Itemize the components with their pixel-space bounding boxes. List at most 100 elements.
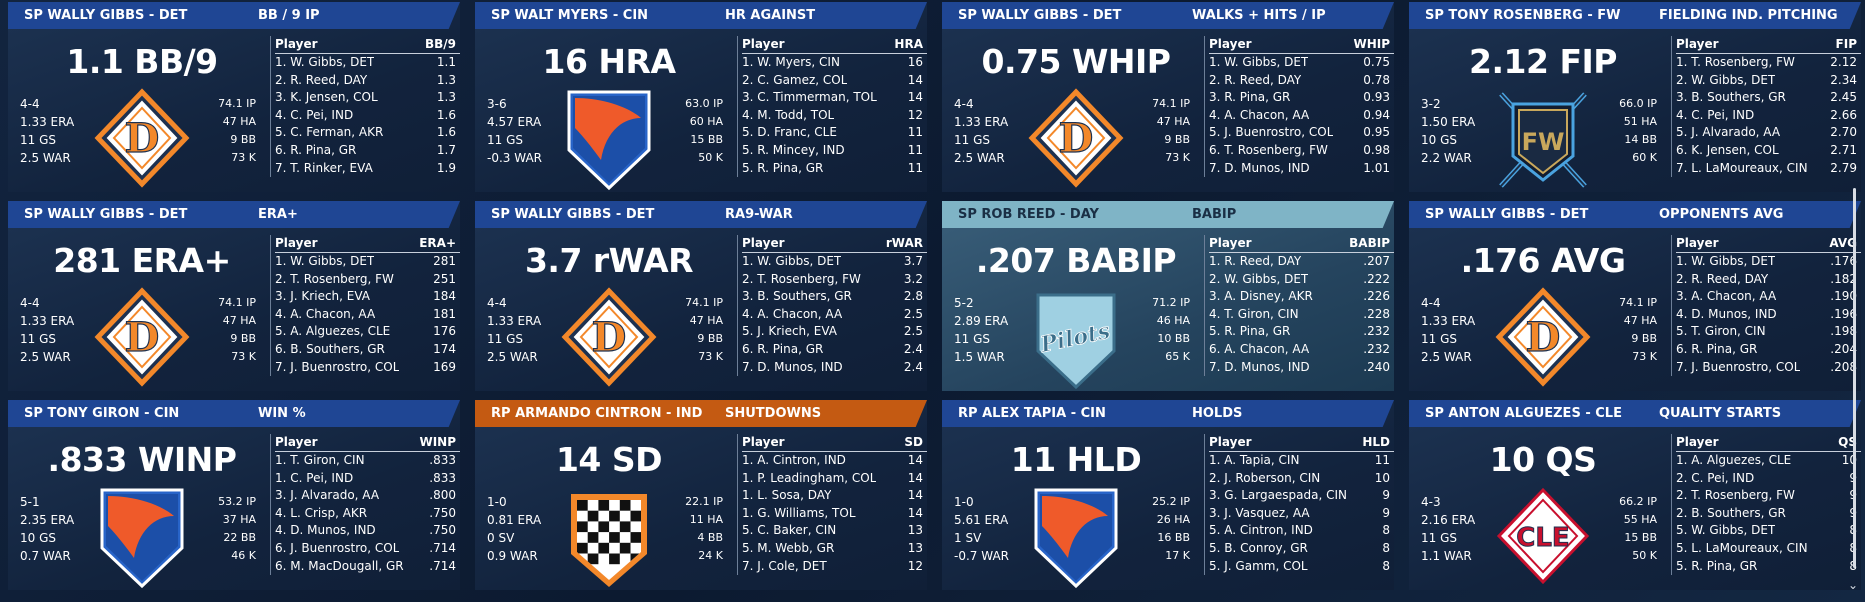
leader-name[interactable]: 1. W. Gibbs, DET <box>275 55 375 69</box>
leaderboard-row[interactable]: 5. R. Pina, GR 11 <box>742 160 927 178</box>
leaderboard-row[interactable]: 7. J. Buenrostro, COL .208 <box>1676 359 1861 377</box>
leader-player-label[interactable]: RP ARMANDO CINTRON - IND <box>491 406 703 421</box>
leader-name[interactable]: 1. T. Giron, CIN <box>275 453 365 467</box>
leader-name[interactable]: 6. R. Pina, GR <box>275 142 357 157</box>
leaderboard-row[interactable]: 5. B. Conroy, GR 8 <box>1209 540 1394 558</box>
leaderboard-row[interactable]: 5. J. Buenrostro, COL 0.95 <box>1209 124 1394 142</box>
leader-player-label[interactable]: SP WALT MYERS - CIN <box>491 8 649 23</box>
leaderboard-row[interactable]: 1. A. Cintron, IND 14 <box>742 452 927 470</box>
leaderboard-row[interactable]: 1. G. Williams, TOL 14 <box>742 505 927 523</box>
leader-name[interactable]: 2. B. Southers, GR <box>1676 505 1786 520</box>
leader-card[interactable]: SP WALLY GIBBS - DET ERA+ 281 ERA+ 4-4 1.… <box>8 201 460 391</box>
leaderboard-row[interactable]: 3. G. Largaespada, CIN 9 <box>1209 487 1394 505</box>
leader-name[interactable]: 5. A. Alguezes, CLE <box>275 324 391 339</box>
leaderboard-row[interactable]: 5. C. Ferman, AKR 1.6 <box>275 124 460 142</box>
leader-name[interactable]: 1. C. Pei, IND <box>275 470 354 485</box>
leaderboard-row[interactable]: 5. W. Gibbs, DET8 <box>1676 522 1861 540</box>
leader-name[interactable]: 5. J. Buenrostro, COL <box>1209 125 1334 140</box>
leader-name[interactable]: 4. C. Pei, IND <box>1676 107 1755 122</box>
leader-name[interactable]: 1. G. Williams, TOL <box>742 505 856 520</box>
leader-name[interactable]: 5. C. Baker, CIN <box>742 523 837 538</box>
leaderboard-row[interactable]: 6. B. Southers, GR 174 <box>275 341 460 359</box>
leaderboard-row[interactable]: 1. W. Gibbs, DET 1.1 <box>275 54 460 72</box>
leaderboard-row[interactable]: 6. R. Pina, GR .204 <box>1676 341 1861 359</box>
leader-card[interactable]: SP TONY GIRON - CIN WIN % .833 WINP 5-1 2… <box>8 400 460 590</box>
leader-name[interactable]: 2. C. Gamez, COL <box>742 72 848 87</box>
leader-name[interactable]: 2. C. Pei, IND <box>1676 470 1755 485</box>
leader-name[interactable]: 5. J. Gamm, COL <box>1209 558 1308 573</box>
leader-name[interactable]: 5. R. Pina, GR <box>1676 558 1758 573</box>
leader-name[interactable]: 5. T. Giron, CIN <box>1676 324 1766 339</box>
leaderboard-row[interactable]: 2. T. Rosenberg, FW 251 <box>275 271 460 289</box>
leader-player-label[interactable]: SP TONY ROSENBERG - FW <box>1425 8 1621 23</box>
leader-name[interactable]: 5. A. Cintron, IND <box>1209 523 1313 538</box>
leaderboard-row[interactable]: 3. B. Southers, GR 2.8 <box>742 288 927 306</box>
leaderboard-row[interactable]: 6. T. Rosenberg, FW 0.98 <box>1209 142 1394 160</box>
leaderboard-row[interactable]: 1. L. Sosa, DAY 14 <box>742 487 927 505</box>
leader-name[interactable]: 5. R. Pina, GR <box>1209 324 1291 339</box>
leader-name[interactable]: 3. J. Vasquez, AA <box>1209 505 1310 520</box>
leader-name[interactable]: 3. B. Southers, GR <box>742 289 852 304</box>
leader-name[interactable]: 3. G. Largaespada, CIN <box>1209 488 1348 503</box>
leader-name[interactable]: 5. C. Ferman, AKR <box>275 125 384 140</box>
leaderboard-row[interactable]: 4. A. Chacon, AA 181 <box>275 306 460 324</box>
leader-name[interactable]: 7. L. LaMoureaux, CIN <box>1676 160 1808 175</box>
leaderboard-row[interactable]: 1. W. Myers, CIN 16 <box>742 54 927 72</box>
leader-name[interactable]: 3. J. Alvarado, AA <box>275 488 380 503</box>
leaderboard-row[interactable]: 2. T. Rosenberg, FW 3.2 <box>742 271 927 289</box>
leader-name[interactable]: 7. D. Munos, IND <box>1209 359 1310 374</box>
leaderboard-row[interactable]: 1. R. Reed, DAY .207 <box>1209 253 1394 271</box>
leaderboard-row[interactable]: 5. J. Alvarado, AA 2.70 <box>1676 124 1861 142</box>
leader-name[interactable]: 7. D. Munos, IND <box>1209 160 1310 175</box>
leader-name[interactable]: 5. J. Kriech, EVA <box>742 324 838 339</box>
leader-player-label[interactable]: SP WALLY GIBBS - DET <box>24 8 188 23</box>
leader-name[interactable]: 7. J. Buenrostro, COL <box>1676 359 1801 374</box>
leader-name[interactable]: 1. P. Leadingham, COL <box>742 470 877 485</box>
leader-card[interactable]: SP ANTON ALGUEZES - CLE QUALITY STARTS 1… <box>1409 400 1861 590</box>
leader-name[interactable]: 2. R. Reed, DAY <box>275 72 368 87</box>
leader-name[interactable]: 5. M. Webb, GR <box>742 540 835 555</box>
leaderboard-row[interactable]: 5. M. Webb, GR 13 <box>742 540 927 558</box>
leaderboard-row[interactable]: 3. A. Disney, AKR .226 <box>1209 288 1394 306</box>
leader-name[interactable]: 4. D. Munos, IND <box>1676 306 1777 321</box>
leaderboard-row[interactable]: 5. R. Mincey, IND 11 <box>742 142 927 160</box>
leader-name[interactable]: 1. W. Myers, CIN <box>742 55 840 69</box>
leader-name[interactable]: 7. T. Rinker, EVA <box>275 160 373 175</box>
leaderboard-row[interactable]: 5. D. Franc, CLE 11 <box>742 124 927 142</box>
leader-name[interactable]: 7. D. Munos, IND <box>742 359 843 374</box>
leader-name[interactable]: 2. R. Reed, DAY <box>1676 271 1769 286</box>
leaderboard-row[interactable]: 3. B. Southers, GR 2.45 <box>1676 89 1861 107</box>
leader-name[interactable]: 1. A. Alguezes, CLE <box>1676 453 1792 467</box>
leader-name[interactable]: 5. W. Gibbs, DET <box>1676 523 1776 538</box>
leader-name[interactable]: 4. C. Pei, IND <box>275 107 354 122</box>
leaderboard-row[interactable]: 4. L. Crisp, AKR .750 <box>275 505 460 523</box>
leaderboard-row[interactable]: 4. M. Todd, TOL 12 <box>742 107 927 125</box>
leader-name[interactable]: 2. W. Gibbs, DET <box>1676 72 1776 87</box>
leaderboard-row[interactable]: 6. K. Jensen, COL 2.71 <box>1676 142 1861 160</box>
leaderboard-row[interactable]: 4. C. Pei, IND 2.66 <box>1676 107 1861 125</box>
leaderboard-row[interactable]: 2. C. Pei, IND9 <box>1676 470 1861 488</box>
leaderboard-row[interactable]: 3. J. Kriech, EVA 184 <box>275 288 460 306</box>
leaderboard-row[interactable]: 6. J. Buenrostro, COL .714 <box>275 540 460 558</box>
leaderboard-row[interactable]: 2. R. Reed, DAY 0.78 <box>1209 72 1394 90</box>
leader-name[interactable]: 1. T. Rosenberg, FW <box>1676 55 1795 69</box>
leaderboard-row[interactable]: 5. T. Giron, CIN .198 <box>1676 323 1861 341</box>
leaderboard-row[interactable]: 3. R. Pina, GR 0.93 <box>1209 89 1394 107</box>
leader-name[interactable]: 4. T. Giron, CIN <box>1209 306 1299 321</box>
leader-name[interactable]: 3. A. Disney, AKR <box>1209 289 1313 304</box>
leader-player-label[interactable]: SP WALLY GIBBS - DET <box>491 207 655 222</box>
leader-name[interactable]: 6. A. Chacon, AA <box>1209 341 1310 356</box>
leaderboard-row[interactable]: 7. D. Munos, IND .240 <box>1209 359 1394 377</box>
leader-name[interactable]: 2. R. Reed, DAY <box>1209 72 1302 87</box>
leader-card[interactable]: SP WALLY GIBBS - DET RA9-WAR 3.7 rWAR 4-… <box>475 201 927 391</box>
leader-name[interactable]: 4. D. Munos, IND <box>275 523 376 538</box>
leaderboard-row[interactable]: 1. C. Pei, IND .833 <box>275 470 460 488</box>
leader-name[interactable]: 2. T. Rosenberg, FW <box>1676 488 1795 503</box>
leaderboard-row[interactable]: 1. P. Leadingham, COL 14 <box>742 470 927 488</box>
leader-name[interactable]: 1. W. Gibbs, DET <box>1209 55 1309 69</box>
leader-card[interactable]: SP WALLY GIBBS - DET WALKS + HITS / IP 0… <box>942 2 1394 192</box>
leaderboard-row[interactable]: 2. R. Reed, DAY 1.3 <box>275 72 460 90</box>
leader-card[interactable]: SP WALT MYERS - CIN HR AGAINST 16 HRA 3-… <box>475 2 927 192</box>
leaderboard-row[interactable]: 1. T. Rosenberg, FW 2.12 <box>1676 54 1861 72</box>
leader-card[interactable]: SP TONY ROSENBERG - FW FIELDING IND. PIT… <box>1409 2 1861 192</box>
